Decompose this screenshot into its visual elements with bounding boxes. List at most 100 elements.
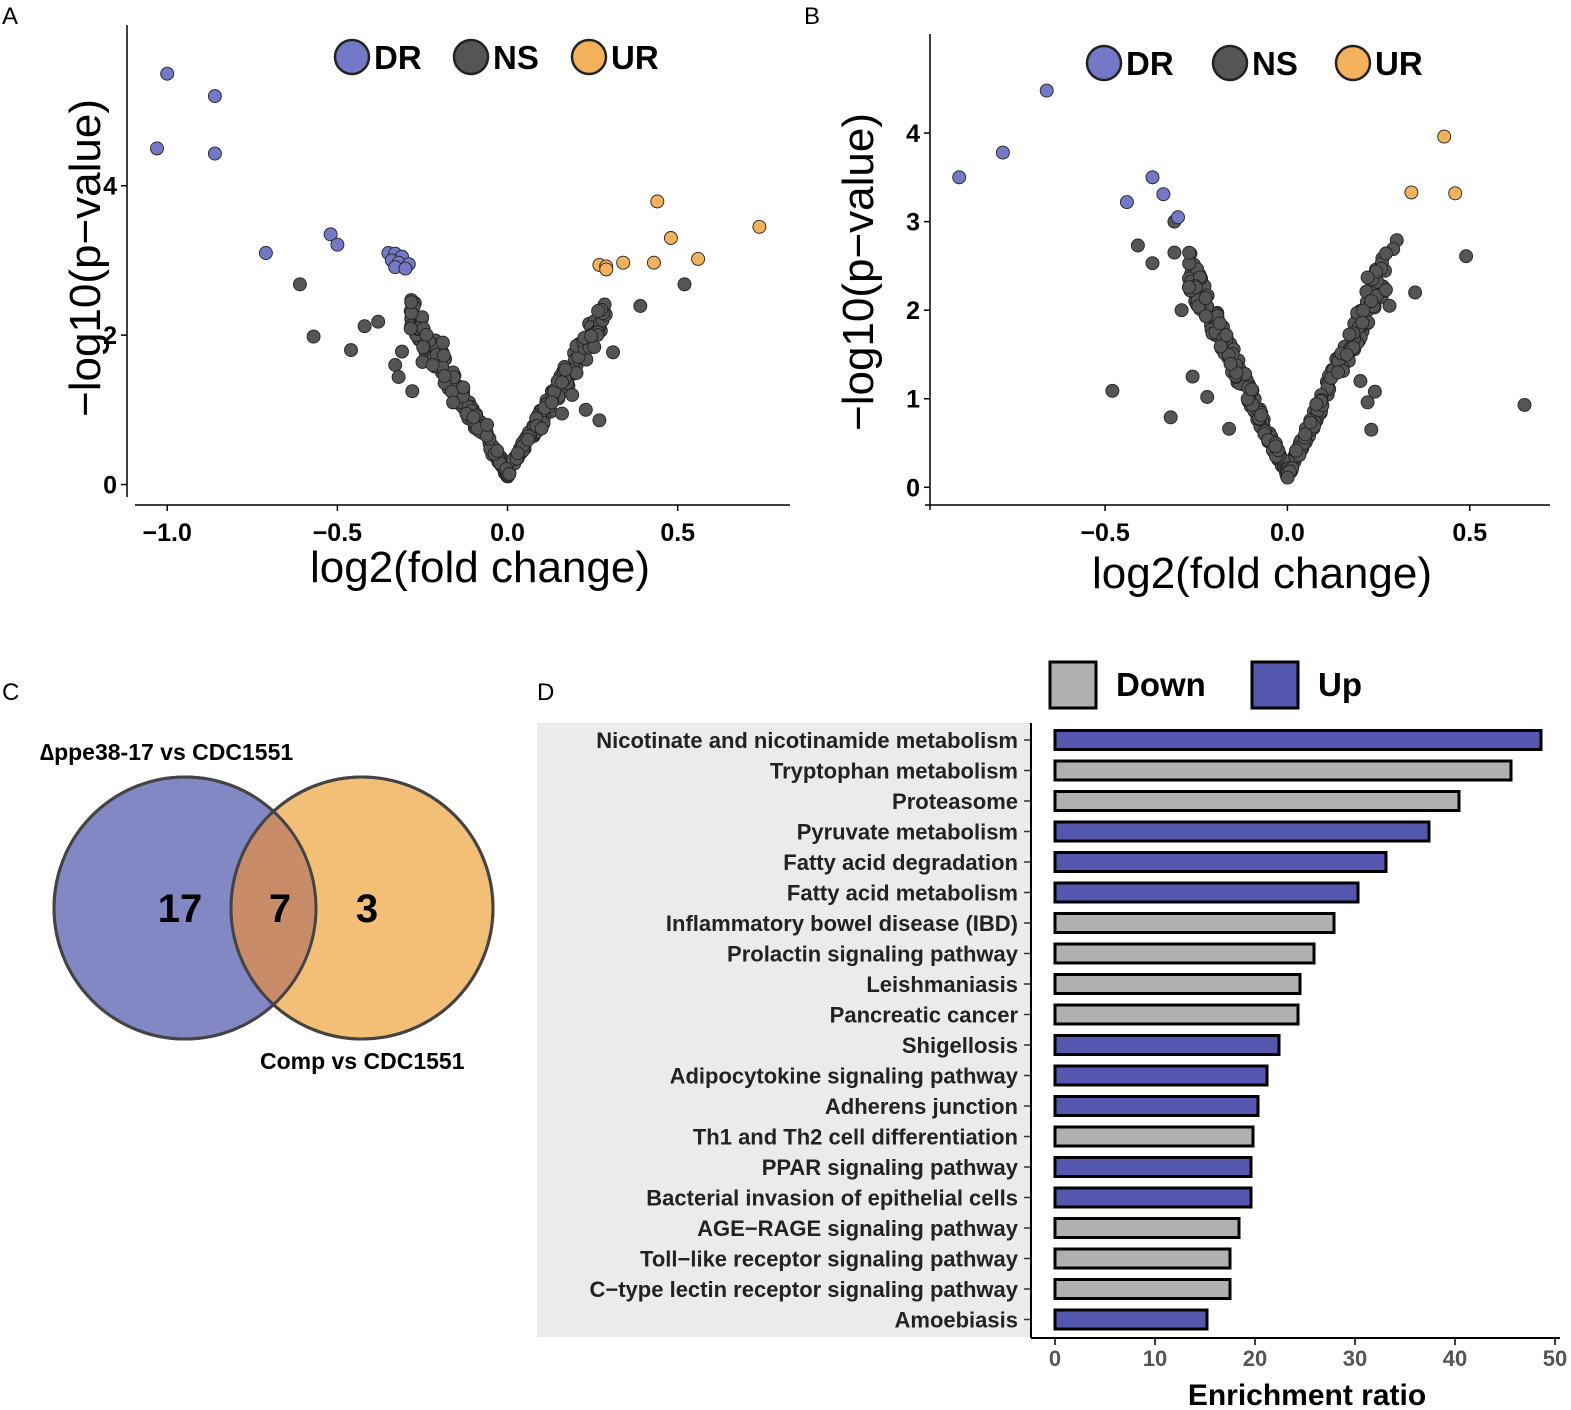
point-ns-25: [534, 421, 549, 436]
legend-label-dr: DR: [374, 39, 422, 76]
point-ns-273: [404, 295, 419, 310]
venn-set-label-right: Comp vs CDC1551: [260, 1048, 465, 1074]
enrichment-x-tick-label: 10: [1143, 1346, 1167, 1371]
pathway-label-13: Th1 and Th2 cell differentiation: [693, 1125, 1018, 1150]
venn-count-left: 17: [158, 887, 203, 931]
pathway-label-12: Adherens junction: [825, 1094, 1018, 1119]
point-ns-21: [1360, 395, 1375, 410]
point-ns-20: [1364, 422, 1379, 437]
pathway-label-17: Toll−like receptor signaling pathway: [640, 1247, 1019, 1272]
point-ur-4: [646, 255, 661, 270]
enrichment-axes: 0 10 20 30 40 50: [1024, 723, 1567, 1371]
bar-2: [1053, 790, 1461, 812]
bar-10: [1053, 1034, 1281, 1056]
enrichment-x-tick-label: 40: [1443, 1346, 1467, 1371]
bar-8: [1053, 973, 1302, 995]
y-tick-label: 0: [906, 474, 920, 502]
point-ns-23: [1353, 374, 1368, 388]
volcano-a-points: [150, 66, 767, 484]
pathway-label-3: Pyruvate metabolism: [797, 820, 1018, 845]
point-ns-12: [446, 395, 461, 410]
volcano-a-legend: DR NS UR: [333, 38, 659, 76]
x-tick-label: −0.5: [313, 519, 362, 547]
y-tick-label: 0: [103, 472, 117, 500]
legend-label-ur: UR: [611, 39, 659, 76]
point-ns-8: [1185, 369, 1200, 384]
volcano-b-points: [952, 83, 1532, 485]
enrichment-x-tick-label: 20: [1243, 1346, 1267, 1371]
bar-5: [1053, 881, 1360, 904]
point-ns-7: [1174, 303, 1189, 318]
point-ns-325: [1268, 439, 1283, 454]
point-ns-267: [591, 304, 606, 318]
point-ns-10: [1222, 421, 1237, 436]
bar-17: [1053, 1247, 1232, 1270]
point-ns-1: [306, 329, 321, 344]
pathway-label-7: Prolactin signaling pathway: [727, 942, 1019, 967]
panel-letter-b: B: [804, 3, 820, 30]
x-tick-label: 0.5: [1452, 519, 1487, 547]
panel-letter-c: C: [2, 679, 19, 706]
point-ns-314: [1254, 408, 1268, 423]
point-ns-322: [1364, 294, 1379, 308]
legend-swatch-dr: [333, 38, 371, 76]
legend-label-down: Down: [1116, 666, 1206, 703]
enrichment-bars: Nicotinate and nicotinamide metabolism Tr…: [590, 728, 1543, 1333]
point-ns-271: [558, 362, 573, 377]
point-ns-326: [1331, 365, 1345, 380]
bar-6: [1053, 912, 1336, 934]
pathway-label-5: Fatty acid metabolism: [787, 881, 1018, 906]
point-ur-0: [1437, 129, 1452, 144]
pathway-label-background: [537, 723, 1030, 1337]
point-ns-22: [565, 387, 580, 402]
point-ns-27: [510, 446, 525, 461]
point-ns-315: [1219, 328, 1234, 343]
pathway-label-6: Inflammatory bowel disease (IBD): [666, 911, 1018, 936]
legend-swatch-ur: [1334, 44, 1372, 82]
venn-circle-right-outline: [229, 775, 495, 1041]
y-tick-label: 1: [906, 386, 920, 414]
bar-12: [1053, 1095, 1260, 1117]
point-ns-328: [1289, 443, 1303, 458]
point-ns-16: [1408, 285, 1423, 300]
bar-3: [1053, 820, 1431, 843]
point-dr-6: [1171, 210, 1185, 225]
point-ns-290: [1342, 327, 1357, 342]
enrichment-x-tick-label: 30: [1343, 1346, 1367, 1371]
point-ns-312: [1198, 309, 1213, 324]
point-ns-320: [1303, 415, 1318, 430]
legend-label-up: Up: [1318, 666, 1362, 703]
legend-label-ur: UR: [1375, 45, 1423, 82]
point-ns-275: [416, 340, 431, 355]
point-ns-24: [544, 395, 559, 410]
point-ns-1: [1145, 256, 1160, 271]
point-ns-17: [1382, 298, 1397, 313]
point-ns-280: [403, 321, 418, 336]
bar-14: [1053, 1156, 1253, 1178]
venn-count-right: 3: [356, 887, 378, 931]
y-tick-label: 2: [103, 322, 117, 350]
point-ns-14: [466, 410, 481, 425]
bar-9: [1053, 1003, 1300, 1026]
bar-7: [1053, 942, 1316, 965]
enrichment-xlabel: Enrichment ratio: [1188, 1379, 1426, 1410]
pathway-label-14: PPAR signaling pathway: [762, 1155, 1019, 1180]
venn-count-overlap: 7: [269, 887, 291, 931]
point-ns-323: [1244, 382, 1259, 397]
point-ns-289: [1339, 347, 1354, 362]
point-ur-1: [752, 219, 767, 234]
point-ns-10: [425, 358, 440, 372]
enrichment-x-tick-label: 0: [1049, 1346, 1061, 1371]
enrichment-bar-chart: Nicotinate and nicotinamide metabolism Tr…: [537, 660, 1567, 1410]
bar-0: [1053, 729, 1543, 751]
bar-18: [1053, 1278, 1232, 1300]
bar-4: [1053, 851, 1388, 873]
point-ns-15: [1378, 282, 1393, 297]
point-dr-4: [1119, 195, 1134, 210]
pathway-label-10: Shigellosis: [902, 1033, 1018, 1058]
pathway-label-19: Amoebiasis: [895, 1308, 1019, 1333]
point-dr-14: [398, 261, 413, 276]
legend-swatch-dr: [1085, 44, 1123, 82]
point-ns-19: [606, 345, 620, 360]
bar-16: [1053, 1217, 1241, 1239]
